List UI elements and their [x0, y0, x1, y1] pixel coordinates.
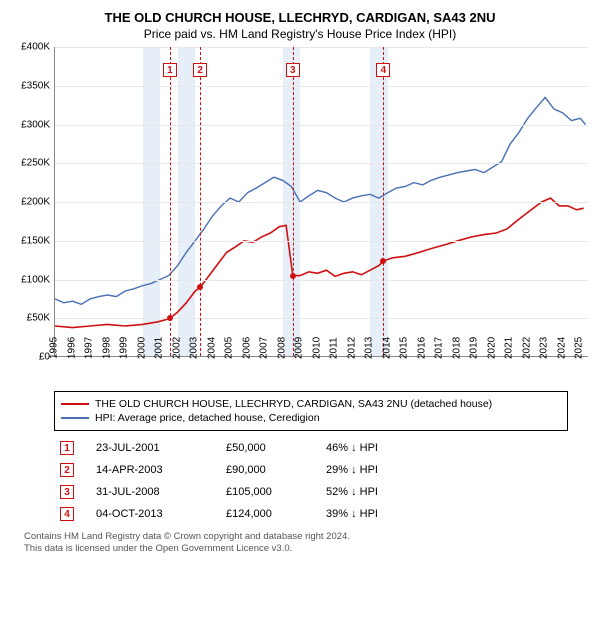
series-price_paid	[55, 198, 584, 328]
event-row: 3 31-JUL-2008£105,00052% ↓ HPI	[54, 481, 568, 503]
x-tick-label: 2021	[504, 337, 515, 359]
events-table: 1 23-JUL-2001£50,00046% ↓ HPI 2 14-APR-2003…	[54, 437, 568, 525]
event-vline	[383, 47, 384, 356]
x-tick-label: 1999	[119, 337, 130, 359]
event-row: 4 04-OCT-2013£124,00039% ↓ HPI	[54, 503, 568, 525]
x-tick-label: 2020	[486, 337, 497, 359]
chart-area: £0£50K£100K£150K£200K£250K£300K£350K£400…	[12, 47, 588, 387]
legend-row: HPI: Average price, detached house, Cere…	[61, 412, 561, 424]
y-tick-label: £300K	[12, 119, 50, 130]
x-tick-label: 2004	[206, 337, 217, 359]
x-tick-label: 2013	[364, 337, 375, 359]
event-marker-4: 4	[376, 63, 390, 77]
event-date: 23-JUL-2001	[90, 437, 220, 459]
plot-area: 1 2 3 4	[54, 47, 588, 357]
footer-line2: This data is licensed under the Open Gov…	[24, 543, 292, 554]
footer-line1: Contains HM Land Registry data © Crown c…	[24, 531, 350, 542]
x-tick-label: 2015	[399, 337, 410, 359]
x-tick-label: 2017	[434, 337, 445, 359]
event-date: 31-JUL-2008	[90, 481, 220, 503]
legend-row: THE OLD CHURCH HOUSE, LLECHRYD, CARDIGAN…	[61, 398, 561, 410]
event-vline	[170, 47, 171, 356]
y-tick-label: £250K	[12, 158, 50, 169]
y-tick-label: £50K	[12, 313, 50, 324]
series-hpi	[55, 97, 586, 304]
event-row: 2 14-APR-2003£90,00029% ↓ HPI	[54, 459, 568, 481]
x-tick-label: 2008	[276, 337, 287, 359]
event-num-box: 4	[60, 507, 74, 521]
event-marker-1: 1	[163, 63, 177, 77]
event-marker-3: 3	[286, 63, 300, 77]
x-tick-label: 2012	[346, 337, 357, 359]
event-price: £124,000	[220, 503, 320, 525]
legend-label: THE OLD CHURCH HOUSE, LLECHRYD, CARDIGAN…	[95, 398, 492, 410]
x-tick-label: 2011	[329, 337, 340, 359]
chart-subtitle: Price paid vs. HM Land Registry's House …	[12, 27, 588, 41]
x-tick-label: 2014	[381, 337, 392, 359]
x-tick-label: 2023	[539, 337, 550, 359]
y-tick-label: £200K	[12, 197, 50, 208]
x-tick-label: 2009	[294, 337, 305, 359]
legend-swatch	[61, 417, 89, 419]
x-tick-label: 2003	[189, 337, 200, 359]
event-price: £105,000	[220, 481, 320, 503]
y-tick-label: £0	[12, 352, 50, 363]
event-marker-2: 2	[193, 63, 207, 77]
x-tick-label: 2022	[521, 337, 532, 359]
event-vline	[200, 47, 201, 356]
event-pct: 29% ↓ HPI	[320, 459, 568, 481]
footer-attribution: Contains HM Land Registry data © Crown c…	[24, 531, 576, 556]
event-price: £90,000	[220, 459, 320, 481]
x-tick-label: 2002	[171, 337, 182, 359]
y-tick-label: £150K	[12, 235, 50, 246]
x-tick-label: 2005	[224, 337, 235, 359]
y-tick-label: £400K	[12, 42, 50, 53]
x-tick-label: 1996	[66, 337, 77, 359]
x-tick-label: 1997	[84, 337, 95, 359]
chart-container: THE OLD CHURCH HOUSE, LLECHRYD, CARDIGAN…	[0, 0, 600, 620]
x-tick-label: 2025	[574, 337, 585, 359]
x-tick-label: 1998	[101, 337, 112, 359]
x-tick-label: 1995	[49, 337, 60, 359]
x-tick-label: 2006	[241, 337, 252, 359]
event-date: 04-OCT-2013	[90, 503, 220, 525]
event-num-box: 3	[60, 485, 74, 499]
y-tick-label: £100K	[12, 274, 50, 285]
chart-title: THE OLD CHURCH HOUSE, LLECHRYD, CARDIGAN…	[12, 10, 588, 25]
x-tick-label: 2016	[416, 337, 427, 359]
legend-swatch	[61, 403, 89, 405]
event-num-box: 1	[60, 441, 74, 455]
x-tick-label: 2010	[311, 337, 322, 359]
event-pct: 46% ↓ HPI	[320, 437, 568, 459]
legend-label: HPI: Average price, detached house, Cere…	[95, 412, 320, 424]
x-tick-label: 2018	[451, 337, 462, 359]
x-tick-label: 2024	[556, 337, 567, 359]
x-tick-label: 2000	[136, 337, 147, 359]
x-tick-label: 2007	[259, 337, 270, 359]
event-date: 14-APR-2003	[90, 459, 220, 481]
event-vline	[293, 47, 294, 356]
event-num-box: 2	[60, 463, 74, 477]
event-row: 1 23-JUL-2001£50,00046% ↓ HPI	[54, 437, 568, 459]
event-pct: 52% ↓ HPI	[320, 481, 568, 503]
x-tick-label: 2001	[154, 337, 165, 359]
y-tick-label: £350K	[12, 80, 50, 91]
event-pct: 39% ↓ HPI	[320, 503, 568, 525]
legend: THE OLD CHURCH HOUSE, LLECHRYD, CARDIGAN…	[54, 391, 568, 431]
x-tick-label: 2019	[469, 337, 480, 359]
event-price: £50,000	[220, 437, 320, 459]
